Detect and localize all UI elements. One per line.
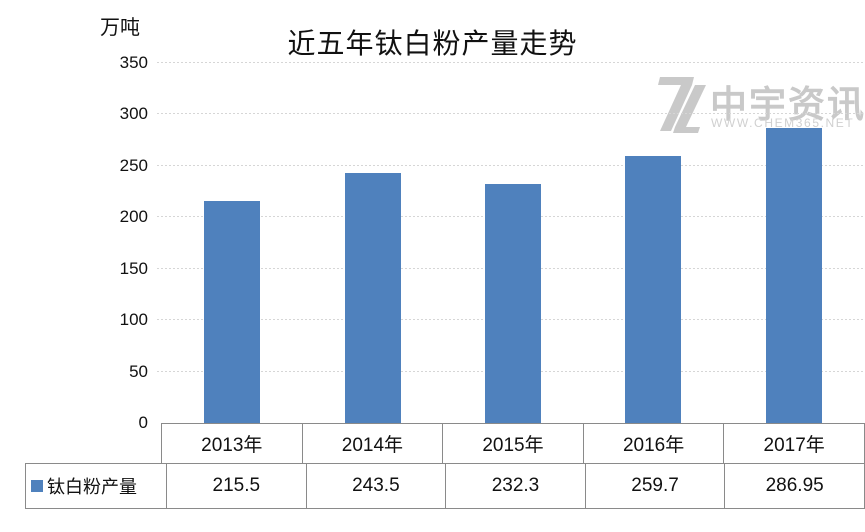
- value-cell: 232.3: [445, 463, 586, 509]
- gridline: [157, 164, 864, 166]
- bar-2016年: [625, 155, 682, 423]
- year-header-cell: 2013年: [161, 423, 303, 464]
- y-axis-tick-label: 150: [119, 258, 148, 278]
- bar-2014年: [344, 172, 401, 423]
- year-header-cell: 2016年: [582, 423, 725, 464]
- y-axis-tick-label: 50: [129, 361, 148, 381]
- year-header-cell: 2017年: [723, 423, 865, 464]
- bar-2017年: [765, 127, 822, 423]
- legend-cell: 钛白粉产量: [25, 463, 167, 509]
- legend-series-label: 钛白粉产量: [47, 477, 137, 497]
- value-cell: 259.7: [584, 463, 726, 509]
- year-header-cell: 2014年: [301, 423, 444, 464]
- y-axis-tick-label: 250: [119, 155, 148, 175]
- value-cell: 243.5: [305, 463, 447, 509]
- bar-2015年: [485, 184, 541, 423]
- plot-area: [157, 62, 864, 423]
- bar-2013年: [204, 201, 261, 423]
- chart-title: 近五年钛白粉产量走势: [287, 28, 578, 59]
- value-cell: 215.5: [166, 463, 307, 509]
- gridline: [157, 113, 864, 115]
- y-axis-tick-label: 350: [119, 53, 148, 72]
- y-axis-tick-label: 100: [119, 310, 148, 330]
- axis-table-value-row: 钛白粉产量 215.5 243.5 232.3 259.7 286.95: [25, 463, 865, 509]
- y-axis-tick-label: 200: [119, 207, 148, 227]
- y-axis-unit-label: 万吨: [100, 17, 140, 39]
- y-axis-tick-label: 0: [138, 413, 148, 432]
- gridline: [157, 62, 864, 63]
- year-header-cell: 2015年: [442, 423, 584, 464]
- y-axis-tick-label: 300: [119, 104, 148, 124]
- axis-table-header-row: 2013年 2014年 2015年 2016年 2017年: [161, 423, 865, 464]
- legend-swatch-icon: [31, 480, 43, 492]
- value-cell: 286.95: [724, 463, 865, 509]
